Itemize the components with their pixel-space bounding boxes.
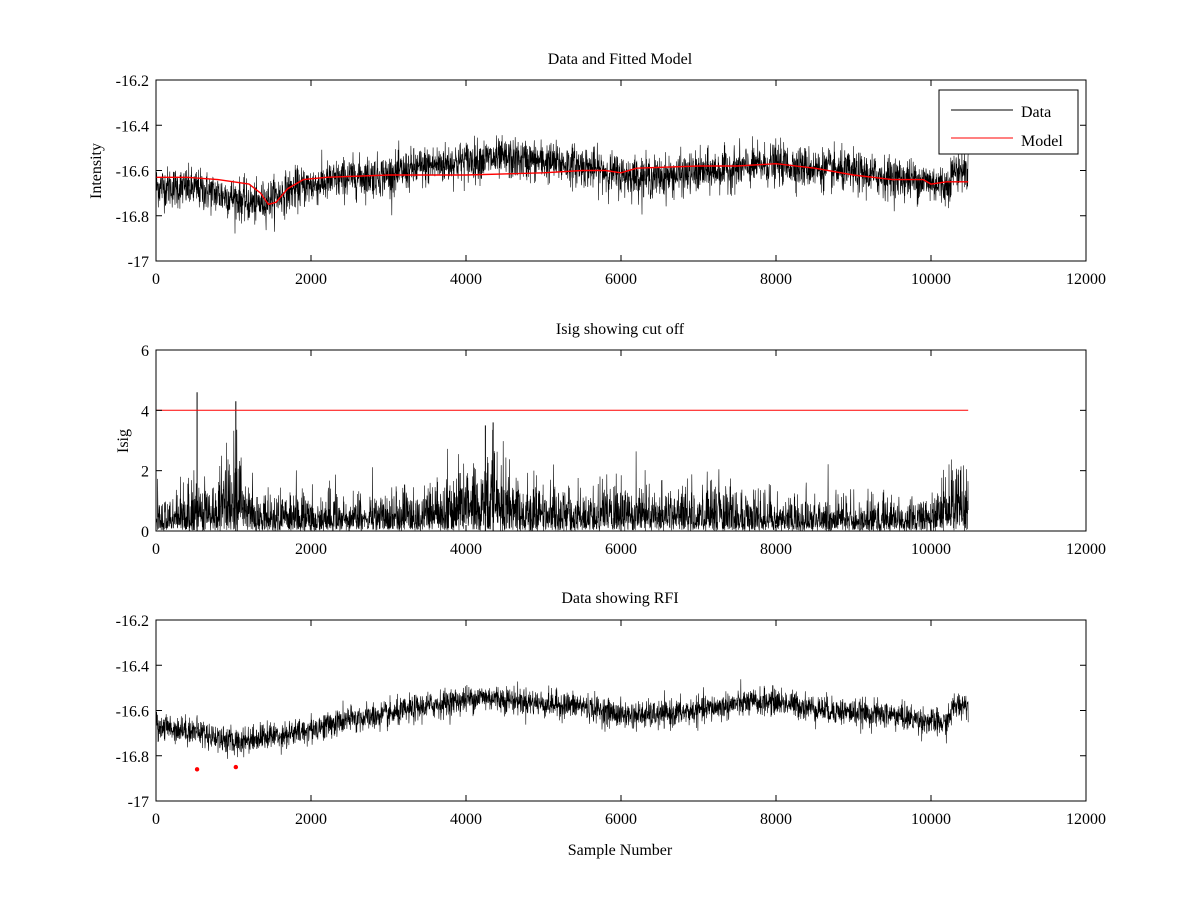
plot-area — [155, 135, 969, 234]
x-tick-label: 0 — [152, 811, 160, 828]
legend-model-label: Model — [1021, 133, 1063, 150]
x-tick-label: 6000 — [605, 811, 637, 828]
x-tick-label: 10000 — [911, 271, 951, 288]
ticks: 0 2000 4000 6000 8000 10000 12000 -16.2 -16.4 -16… — [116, 73, 1106, 288]
x-tick-label: 10000 — [911, 541, 951, 558]
y-tick-label: -16.8 — [116, 209, 149, 226]
x-axis-label: Sample Number — [568, 842, 673, 859]
x-tick-label: 8000 — [760, 271, 792, 288]
panel-data-rfi: Data showing RFI 0 2000 4000 6000 8000 10000 1… — [116, 590, 1106, 859]
legend: Data Model — [938, 89, 1079, 155]
rfi-marker — [194, 767, 200, 772]
x-tick-label: 6000 — [605, 271, 637, 288]
x-tick-label: 2000 — [295, 811, 327, 828]
y-axis-label: Intensity — [88, 143, 105, 199]
series-isig-line — [155, 429, 969, 532]
legend-data-label: Data — [1021, 104, 1051, 121]
x-tick-label: 12000 — [1066, 541, 1106, 558]
x-tick-label: 2000 — [295, 271, 327, 288]
y-tick-label: 0 — [141, 524, 149, 541]
x-tick-label: 8000 — [760, 541, 792, 558]
x-tick-label: 8000 — [760, 811, 792, 828]
plot-area — [155, 679, 969, 772]
y-tick-label: 4 — [141, 403, 149, 420]
y-tick-label: -16.2 — [116, 613, 149, 630]
panel-title: Isig showing cut off — [556, 321, 685, 338]
y-tick-label: -17 — [128, 254, 149, 271]
legend-box — [938, 89, 1079, 155]
plot-area — [155, 392, 969, 532]
ticks: 0 2000 4000 6000 8000 10000 12000 0 2 4 6 — [141, 343, 1106, 558]
y-axis-label: Isig — [115, 429, 132, 453]
y-tick-label: 2 — [141, 464, 149, 481]
series-model-line — [156, 162, 969, 206]
panel-data-fitted-model: Data and Fitted Model Intensity 0 2000 400… — [88, 51, 1106, 288]
y-tick-label: -16.4 — [116, 118, 149, 135]
y-tick-label: -17 — [128, 794, 149, 811]
x-tick-label: 12000 — [1066, 271, 1106, 288]
x-tick-label: 0 — [152, 541, 160, 558]
rfi-marker — [233, 764, 239, 770]
series-data-line — [155, 135, 969, 234]
panel-title: Data and Fitted Model — [548, 51, 693, 68]
x-tick-label: 4000 — [450, 541, 482, 558]
x-tick-label: 4000 — [450, 271, 482, 288]
y-tick-label: -16.2 — [116, 73, 149, 90]
x-tick-label: 6000 — [605, 541, 637, 558]
x-tick-label: 4000 — [450, 811, 482, 828]
y-tick-label: -16.8 — [116, 749, 149, 766]
y-tick-label: -16.6 — [116, 164, 149, 181]
series-data-line — [155, 679, 969, 759]
x-tick-label: 10000 — [911, 811, 951, 828]
panel-isig-cutoff: Isig showing cut off Isig 0 2000 4000 6000 8… — [115, 321, 1106, 558]
y-tick-label: 6 — [141, 343, 149, 360]
panel-title: Data showing RFI — [561, 590, 678, 607]
x-tick-label: 0 — [152, 271, 160, 288]
y-tick-label: -16.4 — [116, 658, 149, 675]
y-tick-label: -16.6 — [116, 704, 149, 721]
ticks: 0 2000 4000 6000 8000 10000 12000 -16.2 -16.4 -16… — [116, 613, 1106, 828]
x-tick-label: 2000 — [295, 541, 327, 558]
x-tick-label: 12000 — [1066, 811, 1106, 828]
